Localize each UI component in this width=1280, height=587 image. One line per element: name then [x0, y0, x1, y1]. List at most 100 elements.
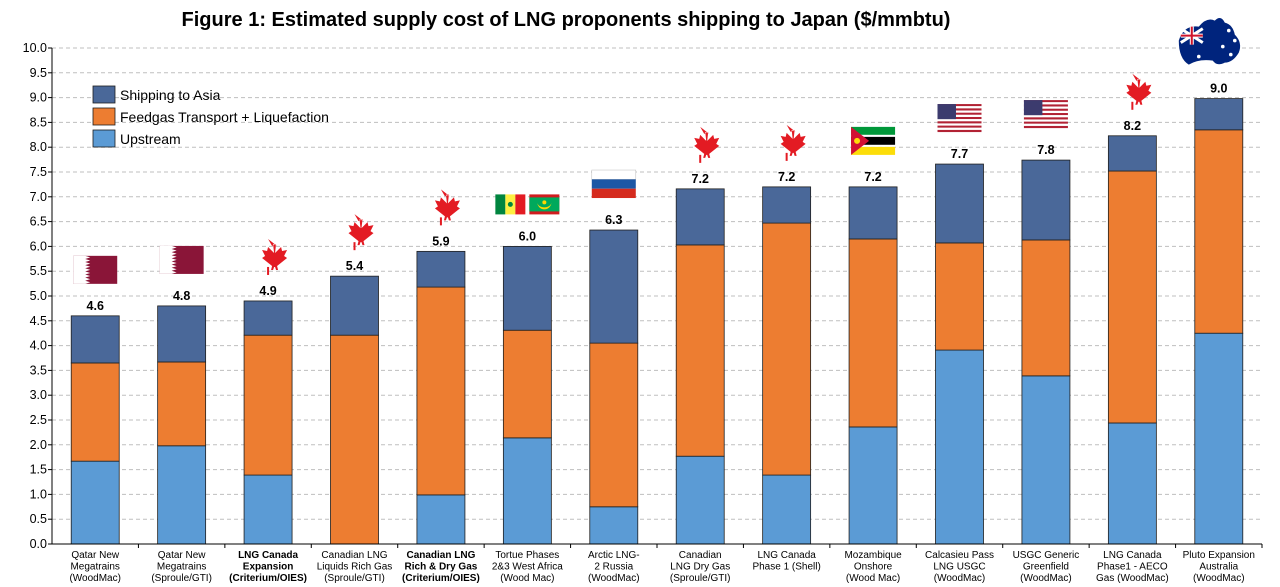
- x-category-label: (WoodMac): [69, 573, 121, 584]
- flag-stripe: [1023, 119, 1068, 122]
- x-category-label: Pluto Expansion: [1183, 550, 1255, 561]
- bar-segment-upstream: [243, 474, 293, 545]
- maple-leaf-stem: [439, 217, 442, 226]
- flag-stripe: [1023, 110, 1068, 114]
- bar-segment-feedgas: [1021, 239, 1071, 377]
- x-category-label: (Criterium/OIES): [229, 573, 307, 584]
- bar-segment-shipping: [935, 163, 984, 244]
- canada-maple-leaf-icon: [434, 189, 460, 226]
- flag-stripe: [1023, 115, 1068, 118]
- canada-maple-leaf-icon: [780, 124, 806, 161]
- y-tick-label: 6.5: [30, 215, 47, 229]
- y-tick-label: 0.0: [30, 537, 47, 551]
- legend: Shipping to Asia Feedgas Transport + Liqu…: [92, 85, 329, 148]
- flag-stripe: [851, 134, 896, 137]
- y-tick-label: 1.0: [30, 487, 47, 501]
- flag-stripe: [591, 169, 637, 180]
- canada-maple-leaf-icon: [348, 214, 374, 251]
- x-category-label: Canadian LNG: [321, 550, 387, 561]
- bar-segment-shipping: [675, 188, 725, 246]
- x-category-label: (WoodMac): [588, 573, 640, 584]
- bar-segment-feedgas: [762, 222, 812, 476]
- flag-stripe: [1023, 113, 1068, 116]
- y-tick-label: 6.0: [30, 239, 47, 253]
- flag-stripe: [495, 194, 506, 215]
- mozambique-flag-icon: [851, 126, 896, 155]
- flag-stripe: [1023, 123, 1068, 126]
- flag-stripe: [1023, 106, 1068, 109]
- bar-segment-shipping: [1021, 159, 1071, 241]
- legend-swatch: [92, 85, 116, 104]
- legend-label: Shipping to Asia: [120, 87, 221, 103]
- bar-segment-upstream: [935, 349, 984, 545]
- total-label: 6.0: [519, 229, 536, 243]
- y-axis: 0.0 0.5 1.0 1.5 2.0 2.5 3.0 3.5 4.0 4.5 5.0 5.5 6.0 6…: [23, 41, 53, 551]
- flag-white-band: [159, 245, 177, 274]
- x-category-label: LNG Dry Gas: [670, 562, 730, 573]
- usa-flag-icon: [1023, 100, 1068, 129]
- russia-flag-icon: [591, 169, 637, 199]
- flags: [73, 18, 1241, 284]
- flag-star: [1196, 54, 1201, 59]
- usa-flag-icon: [937, 104, 982, 133]
- bar-segment-upstream: [1107, 422, 1157, 545]
- flag-stripe: [937, 104, 982, 107]
- x-category-label: Greenfield: [1023, 562, 1069, 573]
- bar-segment-feedgas: [675, 244, 725, 457]
- flag-star: [1226, 28, 1231, 33]
- flag-white-band: [73, 255, 91, 284]
- maple-leaf-stem: [785, 152, 788, 161]
- flag-stripe: [591, 188, 636, 199]
- bar-segment-shipping: [243, 300, 293, 336]
- flag-star: [1228, 52, 1233, 57]
- senegal-mauritania-flags-icon: [495, 194, 560, 215]
- bar-segment-shipping: [848, 186, 898, 240]
- total-label: 5.9: [432, 234, 449, 248]
- y-tick-label: 8.5: [30, 115, 47, 129]
- x-category-label: LNG USGC: [933, 562, 985, 573]
- legend-label: Upstream: [120, 131, 181, 147]
- bar-segment-shipping: [416, 250, 466, 288]
- x-category-label: (WoodMac): [1193, 573, 1245, 584]
- chart-title: Figure 1: Estimated supply cost of LNG p…: [182, 9, 951, 31]
- x-category-label: Qatar New: [71, 550, 120, 561]
- total-label: 6.3: [605, 213, 622, 227]
- flag-stripe: [937, 110, 982, 113]
- bar-segment-shipping: [762, 186, 812, 224]
- y-tick-label: 5.5: [30, 264, 47, 278]
- maple-leaf-shape: [348, 214, 374, 246]
- total-label: 4.9: [259, 284, 276, 298]
- flag-stripe: [937, 106, 982, 109]
- flag-stripe: [851, 126, 896, 135]
- bar-segment-upstream: [416, 494, 466, 545]
- flag-stripe: [1023, 125, 1068, 129]
- australia-shape: [1178, 18, 1241, 65]
- x-category-label: (Wood Mac): [500, 573, 554, 584]
- flag-crescent: [537, 202, 552, 210]
- maple-leaf-stem: [353, 242, 356, 251]
- legend-swatch: [92, 129, 116, 148]
- maple-leaf-shape: [1126, 73, 1152, 105]
- flag-stripe: [851, 136, 896, 145]
- maple-leaf-stem: [1131, 101, 1134, 110]
- maple-leaf-stem: [267, 266, 270, 275]
- total-label: 8.2: [1124, 119, 1141, 133]
- bars: [70, 98, 1244, 545]
- x-category-label: USGC Generic: [1013, 550, 1080, 561]
- bar-segment-upstream: [589, 506, 639, 545]
- total-label: 7.8: [1037, 143, 1054, 157]
- total-label: 7.2: [864, 170, 881, 184]
- bar-segment-upstream: [848, 426, 898, 545]
- maple-leaf-stem: [699, 154, 702, 163]
- x-category-label: Megatrains: [70, 562, 119, 573]
- x-category-label: (Sproule/GTI): [324, 573, 385, 584]
- flag-stripe: [1023, 104, 1068, 107]
- x-category-label: 2 Russia: [594, 562, 633, 573]
- canada-maple-leaf-icon: [262, 238, 288, 275]
- x-category-label: LNG Canada: [238, 550, 298, 561]
- y-tick-label: 8.0: [30, 140, 47, 154]
- flag-stripe: [937, 114, 982, 117]
- bar-segment-shipping: [502, 245, 552, 331]
